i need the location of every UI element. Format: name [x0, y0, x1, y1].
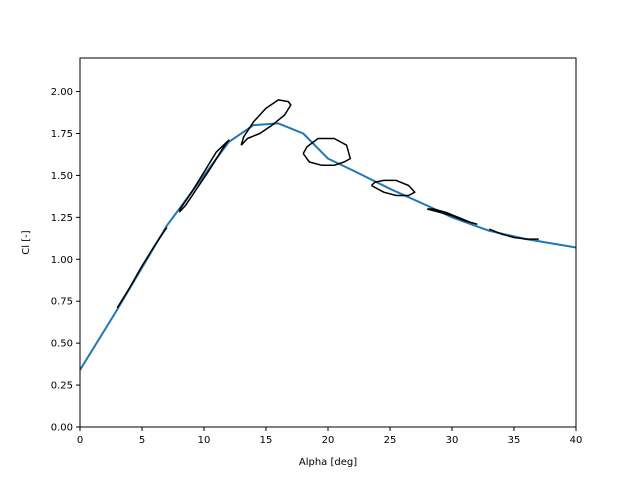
y-tick-label: 1.50: [51, 171, 73, 182]
y-axis-label: Cl [-]: [21, 230, 32, 254]
series-line-loop-4: [302, 137, 352, 167]
x-tick-label: 15: [260, 435, 273, 446]
series-line-loop-5: [370, 179, 416, 197]
x-tick-label: 5: [139, 435, 145, 446]
series-line-loop-1: [116, 226, 168, 309]
series-line-loop-7: [488, 228, 539, 240]
series-line-loop-6: [427, 208, 478, 225]
y-tick-label: 1.00: [51, 255, 73, 266]
series-layer: [79, 99, 577, 371]
y-tick-label: 0.25: [51, 381, 73, 392]
x-tick-label: 35: [508, 435, 521, 446]
x-axis-ticks: 0 5 10 15 20 25 30 35 40: [77, 427, 583, 446]
y-axis-ticks: 0.00 0.25 0.50 0.75 1.00 1.25 1.50 1.75 2.00: [51, 87, 80, 434]
x-tick-label: 40: [570, 435, 583, 446]
x-tick-label: 0: [77, 435, 83, 446]
series-line-loop-3: [240, 99, 292, 146]
y-tick-label: 1.25: [51, 213, 73, 224]
x-axis-label: Alpha [deg]: [299, 457, 357, 468]
y-tick-label: 0.75: [51, 297, 73, 308]
x-tick-label: 30: [446, 435, 459, 446]
x-tick-label: 20: [322, 435, 335, 446]
x-tick-label: 10: [198, 435, 211, 446]
y-tick-label: 2.00: [51, 87, 73, 98]
y-tick-label: 1.75: [51, 129, 73, 140]
y-tick-label: 0.50: [51, 339, 73, 350]
y-tick-label: 0.00: [51, 423, 73, 434]
x-tick-label: 25: [384, 435, 397, 446]
series-line-loop-2: [178, 139, 230, 213]
